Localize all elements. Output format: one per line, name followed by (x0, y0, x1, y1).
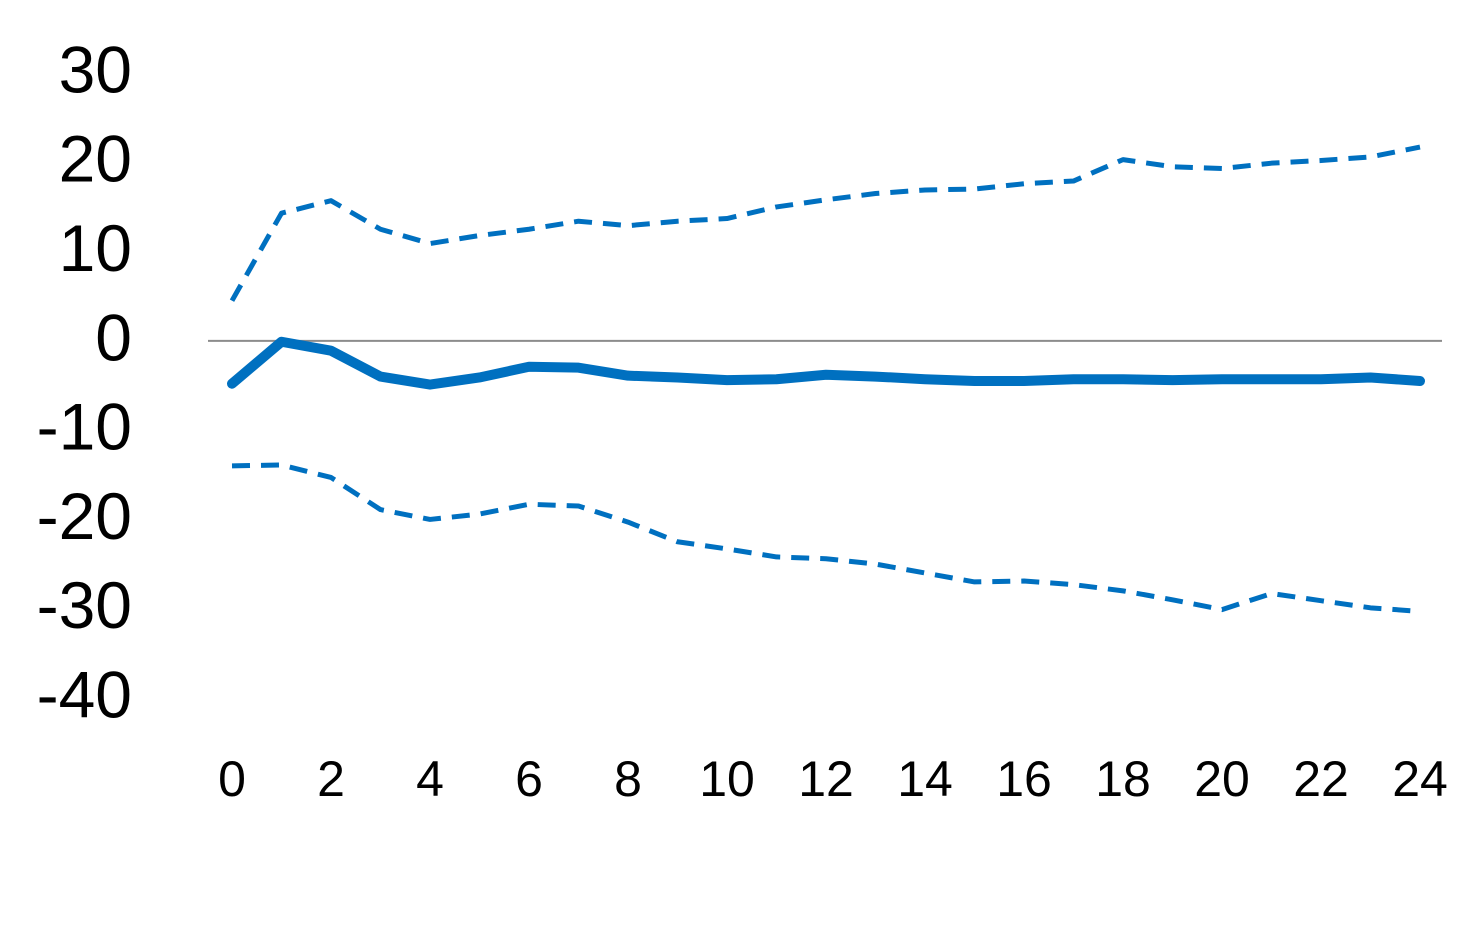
y-tick-label: -30 (37, 568, 132, 642)
band-line (229, 144, 1421, 302)
x-tick-label: 4 (416, 751, 444, 807)
x-tick-label: 10 (699, 751, 755, 807)
x-tick-label: 22 (1293, 751, 1349, 807)
x-tick-label: 14 (897, 751, 953, 807)
y-tick-label: 0 (95, 300, 132, 374)
y-tick-label: 30 (59, 32, 132, 106)
y-tick-label: -40 (37, 657, 132, 731)
y-tick-label: -20 (37, 479, 132, 553)
x-tick-label: 6 (515, 751, 543, 807)
x-tick-label: 8 (614, 751, 642, 807)
x-tick-label: 2 (317, 751, 345, 807)
y-tick-label: 20 (59, 122, 132, 196)
x-tick-label: 18 (1095, 751, 1151, 807)
x-tick-label: 12 (798, 751, 854, 807)
y-tick-label: -10 (37, 390, 132, 464)
x-tick-label: 0 (218, 751, 246, 807)
x-tick-label: 20 (1194, 751, 1250, 807)
main-line (227, 336, 1425, 390)
band-line (231, 462, 1421, 614)
y-tick-label: 10 (59, 211, 132, 285)
x-tick-label: 16 (996, 751, 1052, 807)
x-tick-label: 24 (1392, 751, 1448, 807)
